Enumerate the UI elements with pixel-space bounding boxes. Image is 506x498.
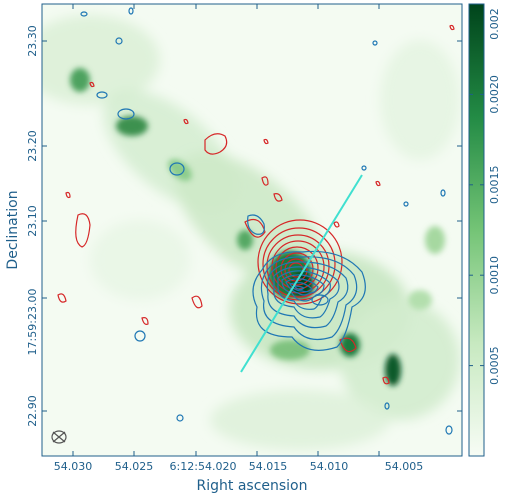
colorbar-tick-label: 0.002 (488, 8, 501, 40)
x-axis-title: Right ascension (197, 478, 308, 494)
x-tick-label: 6:12:54.020 (170, 460, 237, 473)
x-tick-label: 54.005 (385, 460, 424, 473)
y-tick-label: 23.10 (26, 205, 39, 237)
x-tick-label: 54.015 (249, 460, 288, 473)
image-layer (42, 7, 460, 450)
colorbar-tick-label: 0.0005 (488, 346, 501, 385)
colorbar-ticks: 0.0005 0.0010 0.0015 0.0020 0.002 (469, 3, 501, 385)
y-axis: 22.90 17:59:23.00 23.10 23.20 23.30 Decl… (5, 25, 462, 427)
colorbar: 0.0005 0.0010 0.0015 0.0020 0.002 (468, 3, 501, 457)
y-tick-label: 23.20 (26, 130, 39, 162)
colorbar-tick-label: 0.0015 (488, 166, 501, 205)
y-tick-label: 23.30 (26, 25, 39, 57)
x-tick-label: 54.010 (310, 460, 349, 473)
x-axis: 54.030 54.025 6:12:54.020 54.015 54.010 … (54, 4, 424, 494)
colorbar-gradient (468, 3, 485, 457)
blue-contours (80, 7, 453, 435)
colorbar-tick-label: 0.0020 (488, 75, 501, 114)
y-tick-label: 17:59:23.00 (26, 289, 39, 356)
emission-clumps (70, 68, 445, 386)
plot-frame (41, 3, 463, 457)
y-axis-title: Declination (5, 190, 21, 269)
x-tick-label: 54.030 (54, 460, 93, 473)
beam-ellipse (51, 430, 67, 444)
y-tick-label: 22.90 (26, 395, 39, 427)
x-tick-label: 54.025 (115, 460, 154, 473)
colorbar-tick-label: 0.0010 (488, 256, 501, 295)
outflow-axis-line (240, 174, 363, 373)
